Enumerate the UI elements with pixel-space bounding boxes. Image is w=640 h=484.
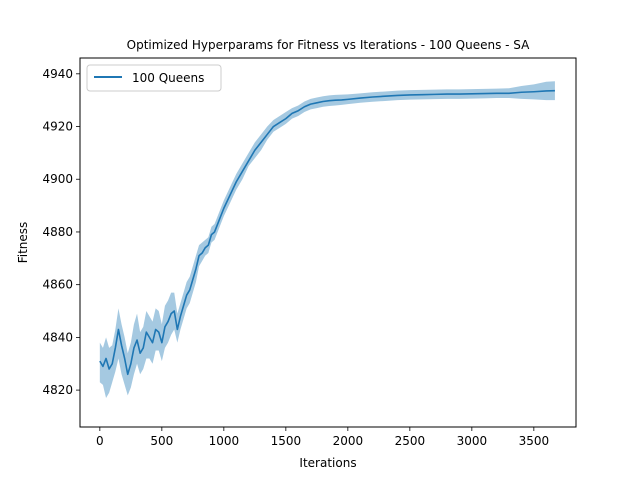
x-tick-label: 0 [96, 434, 104, 448]
legend-box [86, 64, 222, 92]
y-tick-label: 4840 [42, 330, 73, 344]
y-tick-label: 4940 [42, 67, 73, 81]
x-tick-label: 1500 [271, 434, 302, 448]
x-tick-label: 500 [150, 434, 173, 448]
y-tick-label: 4880 [42, 225, 73, 239]
x-tick-label: 2000 [333, 434, 364, 448]
plot-frame [79, 57, 577, 428]
x-tick-label: 3000 [457, 434, 488, 448]
x-axis: 0 500 1000 1500 2000 2500 3000 3500 [96, 427, 549, 448]
x-tick-label: 3500 [519, 434, 550, 448]
legend: 100 Queens [86, 64, 222, 92]
y-tick-label: 4860 [42, 278, 73, 292]
x-tick-label: 1000 [209, 434, 240, 448]
x-tick-label: 2500 [395, 434, 426, 448]
y-tick-label: 4920 [42, 120, 73, 134]
y-tick-label: 4820 [42, 383, 73, 397]
legend-label-100-queens: 100 Queens [132, 71, 204, 85]
x-axis-label: Iterations [299, 456, 356, 470]
plot-area [99, 81, 555, 399]
y-axis-label: Fitness [16, 222, 30, 264]
y-tick-label: 4900 [42, 172, 73, 186]
y-axis: 4820 4840 4860 4880 4900 4920 4940 [42, 67, 80, 397]
chart-title: Optimized Hyperparams for Fitness vs Ite… [127, 38, 530, 52]
series-line-100-queens [99, 89, 555, 376]
